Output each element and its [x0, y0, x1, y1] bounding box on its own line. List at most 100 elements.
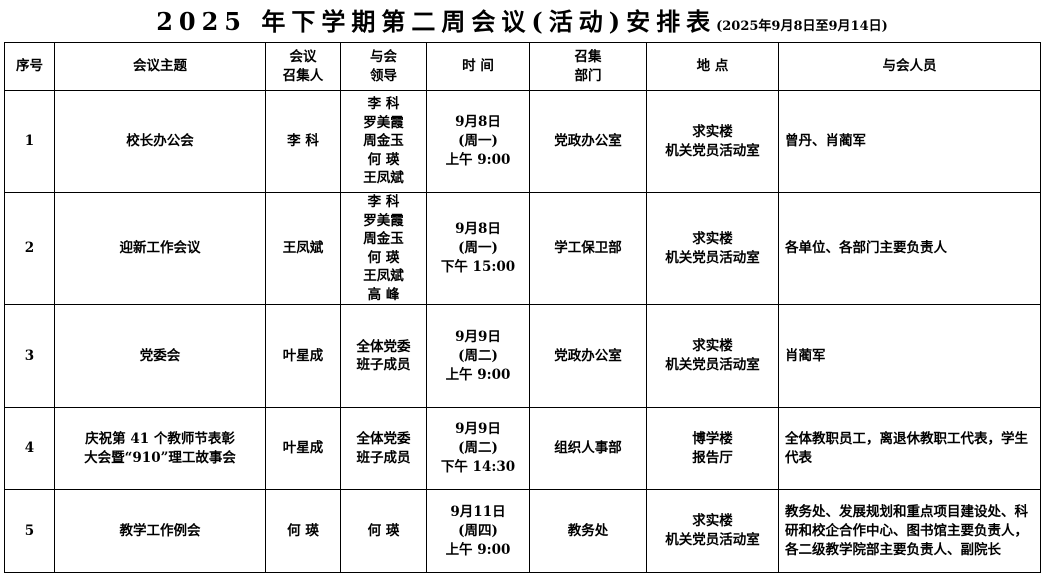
- cell-line: 9月8日: [455, 221, 501, 237]
- cell-line: 何 瑛: [367, 151, 400, 168]
- cell-line: 李 科: [367, 96, 400, 113]
- organizing-dept: 学工保卫部: [529, 192, 647, 305]
- header-text: 部门: [574, 67, 602, 84]
- table-row: 4 庆祝第 41 个教师节表彰 大会暨“910”理工故事会 叶星成 全体党委 班子成员 9月…: [4, 407, 1041, 490]
- cell-line: 报告厅: [692, 449, 733, 466]
- cell-line: 高 峰: [367, 286, 400, 303]
- table-row: 3 党委会 叶星成 全体党委 班子成员 9月9日 (周二) 上午 9:00 党政办公室 求实楼 机关…: [4, 304, 1041, 408]
- header-text: 领导: [370, 67, 397, 84]
- cell-line: (周二): [458, 440, 498, 456]
- cell-line: 9月9日: [455, 421, 501, 437]
- cell-line: 迎新工作会议: [119, 240, 201, 256]
- cell-line: 教学工作例会: [119, 522, 201, 539]
- cell-line: 李 科: [367, 194, 400, 210]
- cell-line: 9月11日: [450, 503, 506, 520]
- location: 求实楼 机关党员活动室: [646, 90, 779, 193]
- location: 求实楼机关党员活动室: [646, 304, 779, 408]
- location: 求实楼机关党员活动室: [646, 192, 779, 305]
- attendees: 各单位、各部门主要负责人: [778, 192, 1041, 305]
- cell-line: 求实楼: [692, 338, 733, 354]
- leaders: 全体党委 班子成员: [340, 407, 427, 490]
- header-text: 召集人: [282, 67, 324, 84]
- meeting-topic: 校长办公会: [54, 90, 266, 193]
- row-number: 3: [4, 304, 55, 408]
- convener: 叶星成: [265, 304, 341, 408]
- meeting-time: 9月8日 (周一) 上午 9:00: [426, 90, 530, 193]
- cell-line: 上午 9:00: [445, 541, 511, 558]
- cell-line: 求实楼: [692, 513, 733, 529]
- cell-line: 机关党员活动室: [665, 249, 760, 266]
- convener: 李 科: [265, 90, 341, 193]
- cell-line: 下午 14:30: [440, 459, 516, 475]
- cell-line: 庆祝第 41 个教师节表彰: [85, 430, 235, 447]
- title-date-range: (2025年9月8日至9月14日): [716, 19, 888, 34]
- header-text: 召集: [574, 48, 602, 65]
- meeting-time: 9月9日 (周二) 下午 14:30: [426, 407, 530, 490]
- cell-line: 罗美霞: [363, 212, 404, 229]
- cell-line: 全体党委: [356, 338, 411, 355]
- cell-line: 上午 9:00: [445, 152, 511, 168]
- table-row: 5 教学工作例会何 瑛何 瑛 9月11日 (周四) 上午 9:00 教务处 求实楼 机关党员活…: [4, 489, 1041, 573]
- row-number: 2: [4, 192, 55, 305]
- header-text: 与会人员: [882, 58, 937, 74]
- meeting-time: 9月11日 (周四) 上午 9:00: [426, 489, 530, 573]
- cell-line: 周金玉: [363, 231, 404, 247]
- convener: 王凤斌: [265, 192, 341, 305]
- title-main: 2025 年下学期第二周会议(活动)安排表: [156, 7, 717, 36]
- header-attendees: 与会人员: [778, 42, 1041, 91]
- meeting-time: 9月9日 (周二) 上午 9:00: [426, 304, 530, 408]
- convener: 叶星成: [265, 407, 341, 490]
- cell-line: 党委会: [139, 347, 181, 364]
- header-text: 与会: [370, 48, 397, 65]
- cell-line: 班子成员: [356, 449, 411, 466]
- cell-line: 大会暨“910”理工故事会: [84, 449, 236, 466]
- cell-line: 全体党委: [356, 431, 411, 447]
- table-row: 1 校长办公会李 科李 科罗美霞 周金玉何 瑛王凤斌 9月8日 (周一) 上午 9:00 党…: [4, 90, 1041, 193]
- cell-line: 9月9日: [455, 328, 501, 345]
- meeting-time: 9月8日 (周一) 下午 15:00: [426, 192, 530, 305]
- cell-line: 罗美霞: [363, 114, 404, 131]
- attendees: 教务处、发展规划和重点项目建设处、科研和校企合作中心、图书馆主要负责人，各二级教…: [778, 489, 1041, 573]
- table-row: 2 迎新工作会议 王凤斌李 科罗美霞 周金玉何 瑛王凤斌高 峰 9月8日 (周一) 下午 1…: [4, 192, 1041, 305]
- header-text: 序号: [16, 58, 43, 74]
- cell-line: (周二): [458, 347, 498, 364]
- cell-line: 校长办公会: [126, 133, 194, 149]
- cell-line: 机关党员活动室: [665, 532, 760, 548]
- header-no: 序号: [4, 42, 55, 91]
- cell-line: 求实楼: [692, 230, 733, 247]
- organizing-dept: 组织人事部: [529, 407, 647, 490]
- leaders: 李 科罗美霞 周金玉何 瑛王凤斌: [340, 90, 427, 193]
- header-location: 地 点: [646, 42, 779, 91]
- header-text: 时 间: [462, 58, 494, 74]
- header-text: 地 点: [696, 58, 729, 74]
- cell-line: 博学楼: [692, 430, 733, 447]
- meeting-topic: 党委会: [54, 304, 266, 408]
- cell-line: 9月8日: [455, 114, 501, 130]
- cell-line: 王凤斌: [363, 268, 404, 284]
- header-dept: 召集 部门: [529, 42, 647, 91]
- cell-line: 周金玉: [363, 133, 404, 150]
- row-number: 5: [4, 489, 55, 573]
- cell-line: (周一): [458, 133, 498, 149]
- meeting-topic: 教学工作例会: [54, 489, 266, 573]
- attendees: 全体教职员工，离退休教职工代表，学生代表: [778, 407, 1041, 490]
- leaders: 李 科罗美霞周金玉何 瑛王凤斌高 峰: [340, 192, 427, 305]
- header-convener: 会议 召集人: [265, 42, 341, 91]
- meeting-topic: 庆祝第 41 个教师节表彰 大会暨“910”理工故事会: [54, 407, 266, 490]
- header-row: 序号 会议主题 会议召集人 与会领导 时 间 召集部门 地 点 与会人员: [4, 42, 1041, 91]
- header-topic: 会议主题: [54, 42, 266, 91]
- header-text: 会议主题: [133, 58, 187, 74]
- location: 求实楼机关党员活动室: [646, 489, 779, 573]
- organizing-dept: 党政办公室: [529, 304, 647, 408]
- cell-line: 何 瑛: [367, 522, 400, 539]
- cell-line: 班子成员: [356, 357, 411, 373]
- row-number: 1: [4, 90, 55, 193]
- cell-line: 求实楼: [692, 123, 733, 140]
- header-text: 会议: [289, 48, 317, 65]
- attendees: 曾丹、肖蔺军: [778, 90, 1041, 193]
- location: 博学楼 报告厅: [646, 407, 779, 490]
- cell-line: 何 瑛: [367, 249, 400, 266]
- meeting-topic: 迎新工作会议: [54, 192, 266, 305]
- cell-line: 机关党员活动室: [665, 357, 760, 373]
- leaders: 何 瑛: [340, 489, 427, 573]
